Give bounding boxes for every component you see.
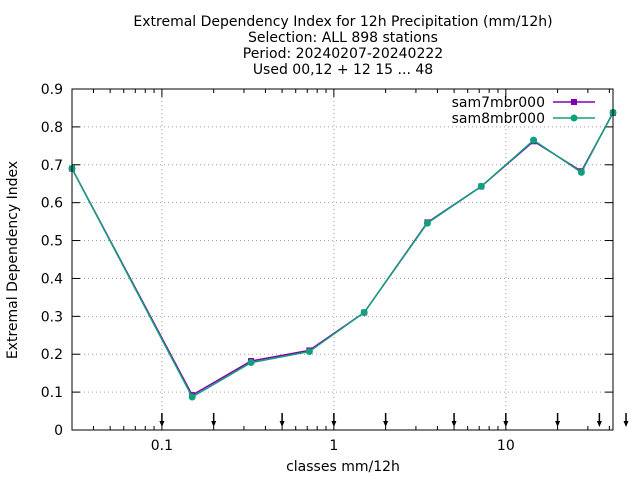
x-axis-label: classes mm/12h	[286, 459, 400, 475]
class-marker-arrow	[624, 421, 629, 427]
class-marker-arrow	[159, 421, 164, 427]
data-point	[424, 220, 431, 227]
class-marker-arrow	[280, 421, 285, 427]
class-marker-arrow	[331, 421, 336, 427]
series-line	[72, 113, 613, 395]
legend-label: sam7mbr000	[452, 95, 545, 111]
class-marker-arrow	[383, 421, 388, 427]
x-tick-label: 10	[497, 438, 515, 454]
y-tick-label: 0.4	[41, 271, 63, 287]
y-tick-label: 0.8	[41, 120, 63, 136]
series-layer	[69, 109, 617, 401]
y-axis-ticks: 0 0.1 0.2 0.3 0.4 0.5 0.6 0.7 0.8 0.9	[41, 82, 613, 439]
y-tick-label: 0	[54, 423, 63, 439]
y-tick-label: 0.2	[41, 347, 63, 363]
series-line	[72, 113, 613, 398]
chart-title: Extremal Dependency Index for 12h Precip…	[133, 14, 552, 78]
data-point	[530, 137, 537, 144]
y-tick-label: 0.7	[41, 158, 63, 174]
y-tick-label: 0.1	[41, 385, 63, 401]
title-line-1: Extremal Dependency Index for 12h Precip…	[133, 14, 552, 30]
class-markers	[159, 413, 628, 427]
data-point	[478, 183, 485, 190]
x-tick-label: 0.1	[151, 438, 173, 454]
y-tick-label: 0.6	[41, 196, 63, 212]
legend-marker	[571, 115, 578, 122]
data-point	[306, 348, 313, 355]
class-marker-arrow	[211, 421, 216, 427]
class-marker-arrow	[452, 421, 457, 427]
y-tick-label: 0.9	[41, 82, 63, 98]
y-tick-label: 0.3	[41, 309, 63, 325]
data-point	[248, 359, 255, 366]
y-axis-label: Extremal Dependency Index	[5, 161, 21, 359]
legend-marker	[571, 99, 577, 105]
title-line-2: Selection: ALL 898 stations	[248, 30, 438, 46]
legend-entry-1: sam7mbr000	[452, 95, 595, 111]
class-marker-arrow	[503, 421, 508, 427]
data-point	[361, 309, 368, 316]
title-line-3: Period: 20240207-20240222	[243, 46, 443, 62]
legend-label: sam8mbr000	[452, 111, 545, 127]
title-line-4: Used 00,12 + 12 15 ... 48	[253, 62, 433, 78]
data-point	[189, 394, 196, 401]
x-tick-label: 1	[329, 438, 338, 454]
y-tick-label: 0.5	[41, 234, 63, 250]
class-marker-arrow	[597, 421, 602, 427]
legend-entry-2: sam8mbr000	[452, 111, 595, 127]
data-point	[578, 169, 585, 176]
series-1	[69, 110, 616, 398]
series-2	[69, 109, 617, 401]
class-marker-arrow	[555, 421, 560, 427]
